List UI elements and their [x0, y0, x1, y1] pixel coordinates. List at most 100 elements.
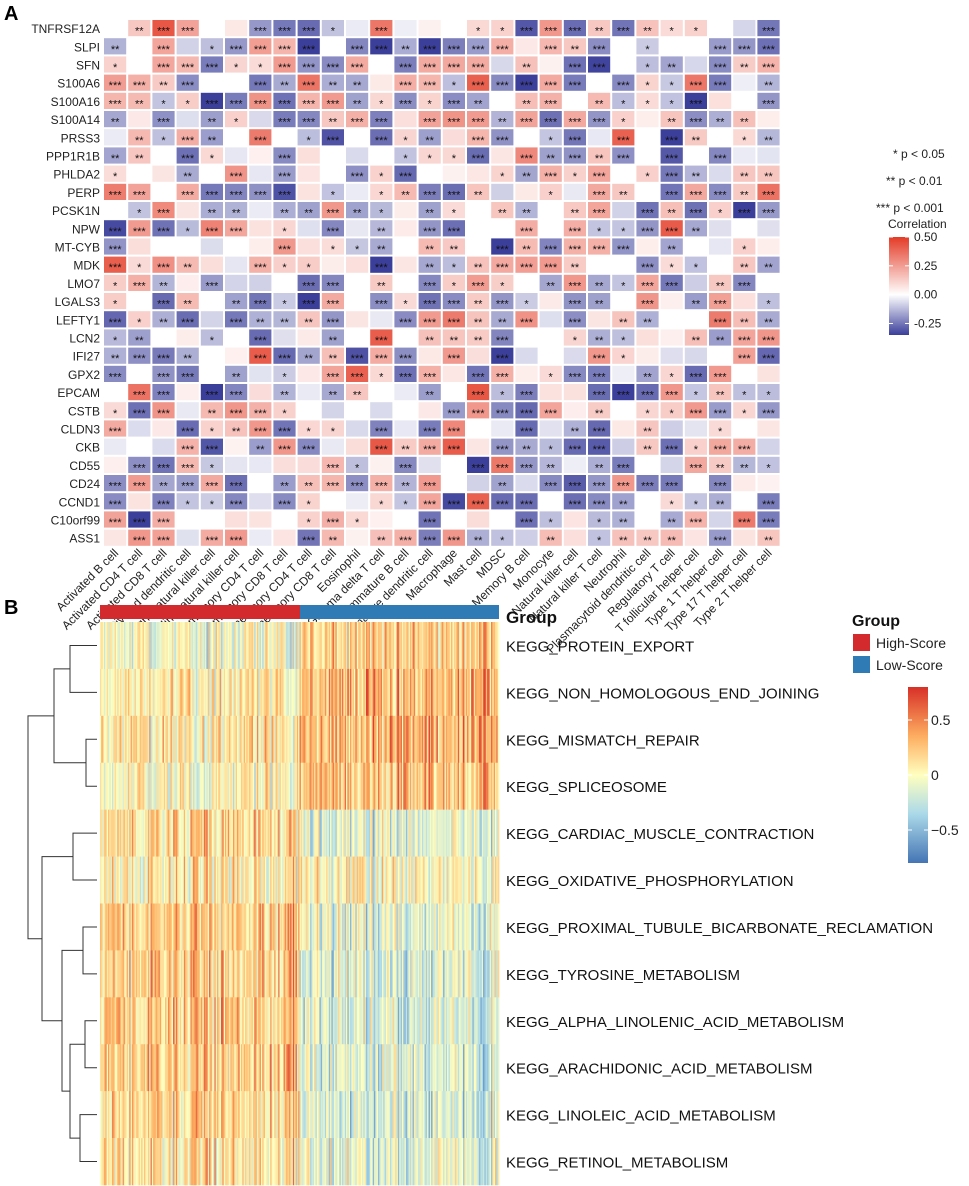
significance-mark: ***: [254, 135, 268, 147]
heatmap-cell: [176, 347, 199, 364]
kegg-cell: [215, 856, 218, 904]
kegg-cell: [471, 809, 473, 857]
kegg-cell: [448, 997, 451, 1045]
kegg-cell: [141, 668, 143, 717]
kegg-cell: [328, 668, 331, 717]
kegg-cell: [175, 856, 178, 904]
significance-mark: ***: [205, 481, 219, 493]
kegg-cell: [477, 622, 480, 670]
kegg-cell: [119, 762, 122, 810]
kegg-cell: [259, 668, 262, 717]
significance-mark: ***: [447, 353, 461, 365]
kegg-cell: [348, 762, 351, 810]
kegg-cell: [181, 622, 183, 670]
kegg-cell: [238, 715, 240, 764]
significance-mark: ***: [157, 117, 171, 129]
kegg-cell: [429, 668, 432, 717]
heatmap-cell: [249, 493, 272, 510]
kegg-cell: [131, 997, 134, 1045]
kegg-cell: [476, 809, 479, 857]
kegg-cell: [264, 762, 267, 810]
kegg-cell: [155, 622, 158, 670]
kegg-cell: [339, 668, 342, 717]
kegg-cell: [497, 1091, 500, 1139]
significance-mark: *: [137, 317, 142, 329]
kegg-cell: [421, 1138, 424, 1186]
kegg-cell: [190, 715, 193, 764]
kegg-cell: [399, 809, 401, 857]
heatmap-cell: [249, 92, 272, 109]
kegg-cell: [311, 997, 314, 1045]
heatmap-cell: [491, 365, 514, 382]
significance-mark: **: [232, 299, 241, 311]
kegg-cell: [413, 622, 416, 670]
kegg-cell: [441, 1044, 444, 1092]
kegg-cell: [191, 856, 194, 904]
heatmap-cell: [636, 165, 659, 182]
kegg-cell: [448, 1044, 451, 1092]
kegg-cell: [348, 903, 351, 951]
kegg-cell: [102, 809, 105, 857]
kegg-cell: [211, 622, 214, 670]
kegg-cell: [207, 903, 210, 951]
kegg-cell: [467, 762, 469, 810]
kegg-cell: [234, 1138, 237, 1186]
kegg-cell: [146, 762, 149, 810]
heatmap-cell: [200, 402, 223, 419]
kegg-cell: [243, 715, 246, 764]
heatmap-cell: [588, 183, 611, 200]
significance-mark: ***: [278, 26, 292, 38]
heatmap-cell: [225, 475, 248, 492]
kegg-cell: [376, 715, 379, 764]
kegg-cell: [319, 715, 322, 764]
kegg-cell: [356, 715, 359, 764]
kegg-cell: [424, 1091, 427, 1139]
kegg-cell: [290, 668, 292, 717]
kegg-cell: [107, 622, 110, 670]
kegg-cell: [111, 1044, 114, 1092]
kegg-cell: [425, 809, 428, 857]
kegg-cell: [401, 1044, 404, 1092]
significance-mark: **: [595, 280, 604, 292]
kegg-cell: [327, 1138, 330, 1186]
kegg-cell: [227, 809, 230, 857]
kegg-cell: [295, 668, 298, 717]
kegg-cell: [469, 856, 472, 904]
colorbar-a: [889, 237, 909, 335]
kegg-cell: [275, 622, 278, 670]
kegg-cell: [133, 1044, 135, 1092]
heatmap-cell: [660, 384, 683, 401]
significance-mark: **: [135, 153, 144, 165]
kegg-cell: [351, 762, 354, 810]
kegg-cell: [238, 1138, 240, 1186]
heatmap-cell: [660, 20, 683, 37]
kegg-cell: [146, 715, 149, 764]
kegg-cell: [291, 1138, 294, 1186]
significance-mark: *: [331, 26, 336, 38]
heatmap-cell: [418, 111, 441, 128]
kegg-cell: [274, 809, 276, 857]
kegg-cell: [201, 715, 203, 764]
kegg-cell: [203, 809, 206, 857]
kegg-cell: [308, 1091, 311, 1139]
heatmap-cell: [709, 129, 732, 146]
kegg-cell: [343, 1138, 346, 1186]
kegg-cell: [170, 950, 173, 998]
kegg-cell: [400, 1044, 403, 1092]
heatmap-cell: [418, 438, 441, 455]
panel-b-label: B: [4, 597, 18, 619]
kegg-cell: [443, 1044, 445, 1092]
heatmap-cell: [442, 165, 465, 182]
significance-mark: ***: [109, 244, 123, 256]
heatmap-cell: [225, 402, 248, 419]
significance-mark: ***: [689, 117, 703, 129]
kegg-cell: [452, 1091, 455, 1139]
gene-label: IFI27: [73, 350, 101, 364]
kegg-cell: [214, 668, 217, 717]
kegg-cell: [492, 809, 495, 857]
kegg-cell: [193, 1138, 195, 1186]
kegg-cell: [271, 997, 274, 1045]
kegg-cell: [163, 762, 166, 810]
kegg-cell: [291, 950, 294, 998]
kegg-cell: [336, 1044, 339, 1092]
